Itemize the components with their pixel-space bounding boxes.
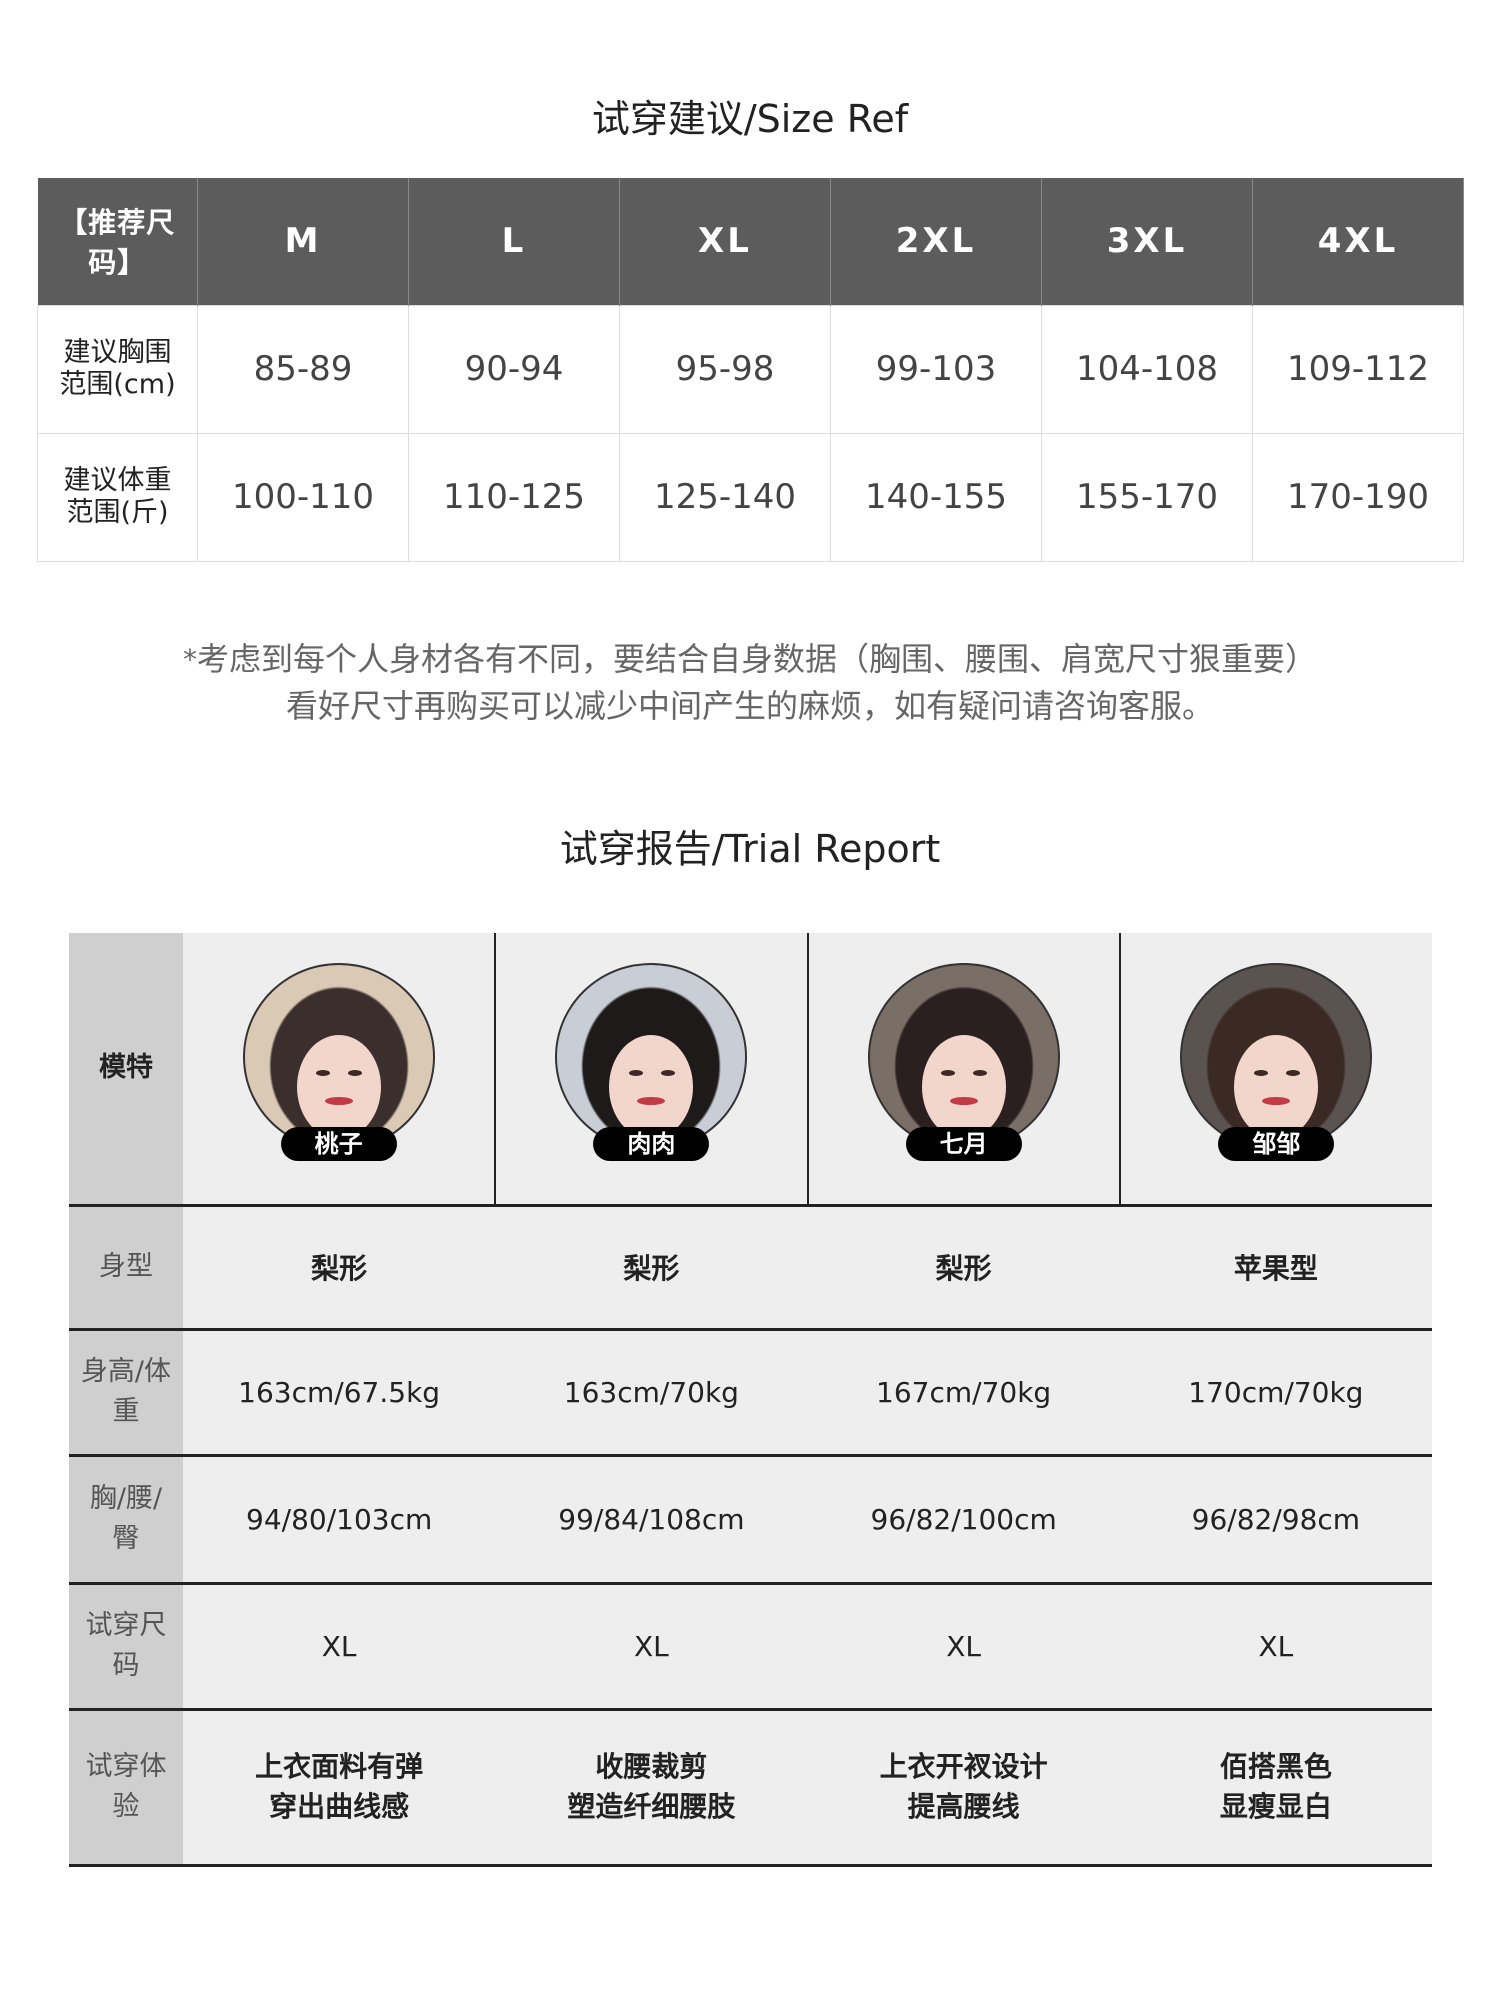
- row-label: 胸/腰/臀: [69, 1455, 183, 1585]
- cell: 99-103: [830, 304, 1042, 434]
- model-name-badge: 邹邹: [1218, 1127, 1335, 1161]
- model-photo: [867, 963, 1060, 1151]
- trial-row-bwh: 胸/腰/臀 94/80/103cm 99/84/108cm 96/82/100cm 96…: [69, 1455, 1432, 1585]
- row-label-line: 码: [112, 1650, 140, 1681]
- header-cell: 4XL: [1252, 178, 1464, 305]
- cell: 上衣面料有弹 穿出曲线感: [183, 1709, 496, 1867]
- row-label: 建议胸围 范围(cm): [37, 304, 198, 434]
- cell: 96/82/100cm: [807, 1455, 1120, 1585]
- header-cell: XL: [619, 178, 831, 305]
- row-label-line: 身高/体: [80, 1356, 172, 1387]
- cell: 梨形: [495, 1205, 808, 1331]
- cell-line: 提高腰线: [907, 1790, 1020, 1823]
- header-cell: L: [408, 178, 620, 305]
- size-note: *考虑到每个人身材各有不同，要结合自身数据（胸围、腰围、肩宽尺寸狠重要） 看好尺…: [0, 636, 1500, 730]
- row-label-line: 建议胸围: [63, 337, 172, 368]
- model-cell: 邹邹: [1119, 933, 1432, 1207]
- note-text: 考虑到每个人身材各有不同，要结合自身数据（胸围、腰围、肩宽尺寸狠重要）: [196, 640, 1317, 678]
- header-cell: 【推荐尺码】: [37, 178, 198, 305]
- cell: 155-170: [1041, 432, 1253, 562]
- cell: 90-94: [408, 304, 620, 434]
- cell-line: 塑造纤细腰肢: [567, 1790, 736, 1823]
- row-label: 模特: [69, 933, 183, 1207]
- row-label-line: 臀: [112, 1523, 140, 1554]
- cell: 167cm/70kg: [807, 1329, 1120, 1457]
- cell-line: 上衣开衩设计: [879, 1750, 1048, 1783]
- row-label-line: 建议体重: [63, 465, 172, 496]
- cell: XL: [807, 1583, 1120, 1711]
- trial-report-title: 试穿报告/Trial Report: [559, 827, 941, 871]
- row-label-line: 范围(斤): [66, 497, 169, 528]
- row-label: 试穿尺码: [69, 1583, 183, 1711]
- note-line-1: *考虑到每个人身材各有不同，要结合自身数据（胸围、腰围、肩宽尺寸狠重要）: [0, 636, 1500, 683]
- size-ref-title: 试穿建议/Size Ref: [591, 97, 909, 141]
- header-cell: 3XL: [1041, 178, 1253, 305]
- row-label: 建议体重 范围(斤): [37, 432, 198, 562]
- row-label-line: 验: [112, 1791, 140, 1822]
- model-row: 模特 桃子 肉肉 七月 邹邹: [69, 933, 1432, 1207]
- trial-row-exp: 试穿体验上衣面料有弹 穿出曲线感 收腰裁剪 塑造纤细腰肢 上衣开衩设计 提高腰线 佰搭黑色显…: [69, 1709, 1432, 1867]
- size-header-row: 【推荐尺码】 M L XL 2XL 3XL 4XL: [37, 178, 1464, 305]
- cell-line: 上衣面料有弹: [255, 1750, 424, 1783]
- trial-row-size: 试穿尺码 XL XL XL XL: [69, 1583, 1432, 1711]
- cell: 125-140: [619, 432, 831, 562]
- cell: 收腰裁剪塑造纤细腰肢: [495, 1709, 808, 1867]
- cell-line: 佰搭黑色: [1219, 1750, 1332, 1783]
- trial-row-body: 身型 梨形 梨形 梨形 苹果型: [69, 1205, 1432, 1331]
- note-line-2: 看好尺寸再购买可以减少中间产生的麻烦，如有疑问请咨询客服。: [285, 687, 1214, 725]
- cell: 佰搭黑色 显瘦显白: [1119, 1709, 1432, 1867]
- cell: 梨形: [807, 1205, 1120, 1331]
- cell: 140-155: [830, 432, 1042, 562]
- cell: 96/82/98cm: [1119, 1455, 1432, 1585]
- row-label-line: 试穿尺: [85, 1610, 167, 1641]
- model-name-badge: 七月: [905, 1127, 1022, 1161]
- asterisk: *: [182, 643, 197, 676]
- cell: 85-89: [197, 304, 409, 434]
- cell: 170cm/70kg: [1119, 1329, 1432, 1457]
- row-label: 身高/体重: [69, 1329, 183, 1457]
- cell-line: 收腰裁剪: [595, 1750, 708, 1783]
- cell: 163cm/70kg: [495, 1329, 808, 1457]
- trial-row-hw: 身高/体重 163cm/67.5kg 163cm/70kg 167cm/70kg 170…: [69, 1329, 1432, 1457]
- cell-line: 穿出曲线感: [269, 1790, 410, 1823]
- cell: XL: [495, 1583, 808, 1711]
- cell: 94/80/103cm: [183, 1455, 496, 1585]
- cell: 104-108: [1041, 304, 1253, 434]
- cell: 上衣开衩设计 提高腰线: [807, 1709, 1120, 1867]
- cell: 170-190: [1252, 432, 1464, 562]
- cell: 95-98: [619, 304, 831, 434]
- size-row-weight: 建议体重 范围(斤) 100-110 110-125 125-140 140-15…: [37, 432, 1464, 562]
- cell: 100-110: [197, 432, 409, 562]
- cell: 163cm/67.5kg: [183, 1329, 496, 1457]
- cell: 苹果型: [1119, 1205, 1432, 1331]
- row-label-line: 身型: [99, 1251, 153, 1282]
- cell: 109-112: [1252, 304, 1464, 434]
- size-table: 【推荐尺码】 M L XL 2XL 3XL 4XL 建议胸围 范围(cm) 85-…: [37, 178, 1464, 562]
- cell: XL: [1119, 1583, 1432, 1711]
- row-label: 试穿体验: [69, 1709, 183, 1867]
- model-cell: 桃子: [183, 933, 497, 1207]
- model-photo: [242, 963, 435, 1151]
- header-cell: 2XL: [830, 178, 1042, 305]
- cell-line: 显瘦显白: [1219, 1790, 1332, 1823]
- model-photo: [555, 963, 748, 1151]
- model-cell: 七月: [807, 933, 1121, 1207]
- row-label-line: 胸/腰/: [89, 1483, 163, 1514]
- model-photo: [1180, 963, 1373, 1151]
- row-label: 身型: [69, 1205, 183, 1331]
- row-label-line: 范围(cm): [59, 369, 176, 400]
- row-label-line: 试穿体: [85, 1751, 167, 1782]
- cell: 99/84/108cm: [495, 1455, 808, 1585]
- size-row-chest: 建议胸围 范围(cm) 85-89 90-94 95-98 99-103 104-…: [37, 304, 1464, 434]
- trial-table: 模特 桃子 肉肉 七月 邹邹 身型 梨形 梨形 梨形 苹果型 身高/体重 163cm/67.…: [69, 933, 1432, 1867]
- cell: 110-125: [408, 432, 620, 562]
- header-cell: M: [197, 178, 409, 305]
- cell: XL: [183, 1583, 496, 1711]
- model-name-badge: 肉肉: [593, 1127, 710, 1161]
- row-label-line: 重: [112, 1396, 140, 1427]
- cell: 梨形: [183, 1205, 496, 1331]
- model-cell: 肉肉: [495, 933, 809, 1207]
- model-name-badge: 桃子: [280, 1127, 397, 1161]
